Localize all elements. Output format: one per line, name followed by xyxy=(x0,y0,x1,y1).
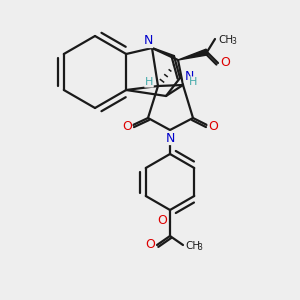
Text: 3: 3 xyxy=(231,38,236,46)
Text: CH: CH xyxy=(218,35,233,45)
Text: O: O xyxy=(208,119,218,133)
Text: N: N xyxy=(184,70,194,83)
Text: O: O xyxy=(220,56,230,70)
Text: 3: 3 xyxy=(197,244,202,253)
Text: O: O xyxy=(122,119,132,133)
Text: H: H xyxy=(189,77,197,87)
Text: N: N xyxy=(143,34,153,47)
Text: N: N xyxy=(165,131,175,145)
Text: H: H xyxy=(145,77,153,87)
Polygon shape xyxy=(178,49,208,60)
Text: O: O xyxy=(157,214,167,226)
Text: CH: CH xyxy=(185,241,200,251)
Text: O: O xyxy=(145,238,155,251)
